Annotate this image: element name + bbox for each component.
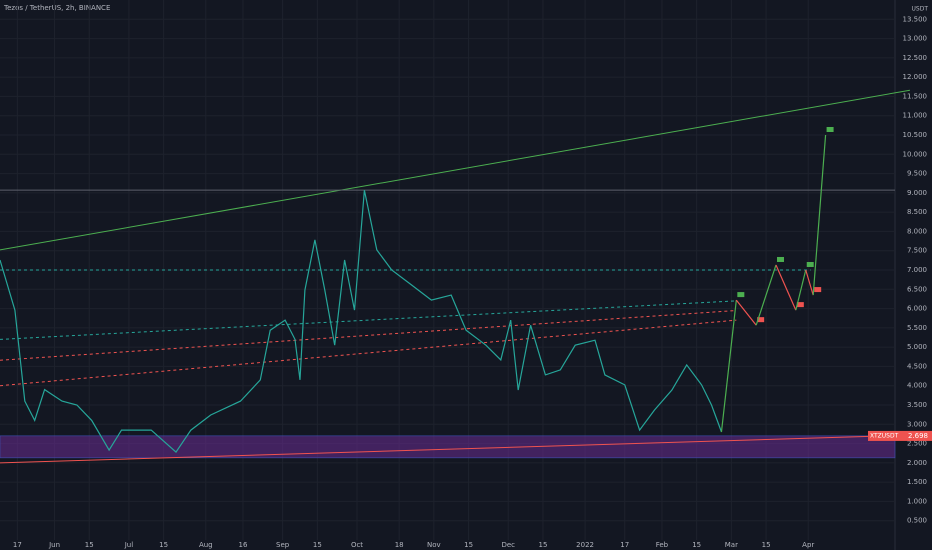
x-tick-label: Oct — [351, 541, 363, 549]
x-tick-label: 15 — [313, 541, 322, 549]
y-tick-label: 7.500 — [907, 247, 927, 255]
y-tick-label: 5.000 — [907, 343, 927, 351]
projection-segment — [805, 269, 814, 296]
x-tick-label: Mar — [725, 541, 738, 549]
x-tick-label: Feb — [656, 541, 669, 549]
y-tick-label: 8.000 — [907, 227, 927, 235]
x-tick-label: Dec — [501, 541, 515, 549]
y-tick-label: 6.000 — [907, 305, 927, 313]
x-tick-label: 15 — [464, 541, 473, 549]
projection-flag — [806, 262, 814, 267]
x-tick-label: 18 — [395, 541, 404, 549]
x-tick-label: Jun — [48, 541, 60, 549]
x-tick-label: 2022 — [576, 541, 594, 549]
y-tick-label: 2.500 — [907, 440, 927, 448]
y-tick-label: 11.500 — [903, 92, 928, 100]
zone — [0, 435, 896, 459]
projection-segment — [755, 264, 777, 326]
y-tick-label: 1.000 — [907, 497, 927, 505]
y-tick-label: 10.000 — [903, 150, 928, 158]
currency-label: USDT — [912, 6, 929, 13]
projection-flag — [826, 127, 834, 132]
last-price-tag — [868, 430, 932, 441]
y-tick-label: 5.500 — [907, 324, 927, 332]
y-tick-label: 0.500 — [907, 517, 927, 525]
y-tick-label: 13.000 — [903, 35, 928, 43]
y-tick-label: 11.000 — [903, 112, 928, 120]
projection-segment — [735, 299, 757, 326]
y-tick-label: 4.000 — [907, 382, 927, 390]
projection-segment — [795, 269, 807, 311]
y-tick-label: 12.000 — [903, 73, 928, 81]
y-tick-label: 8.500 — [907, 208, 927, 216]
projection-flag — [796, 302, 804, 308]
projection-flag — [737, 292, 745, 298]
y-tick-label: 9.000 — [907, 189, 927, 197]
x-tick-label: 15 — [538, 541, 547, 549]
y-tick-label: 3.500 — [907, 401, 927, 409]
y-tick-label: 7.000 — [907, 266, 927, 274]
trendline — [0, 434, 910, 464]
y-tick-label: 12.500 — [903, 54, 928, 62]
y-tick-label: 6.500 — [907, 285, 927, 293]
y-tick-label: 4.500 — [907, 362, 927, 370]
price-line — [0, 190, 723, 454]
y-tick-label: 2.000 — [907, 459, 927, 467]
x-tick-label: Aug — [199, 541, 213, 549]
x-tick-label: Apr — [802, 541, 814, 549]
x-tick-label: 15 — [159, 541, 168, 549]
x-tick-label: 15 — [762, 541, 771, 549]
x-tick-label: 15 — [692, 541, 701, 549]
projection-flag — [814, 287, 822, 293]
chart-title: Tezos / TetherUS, 2h, BINANCE — [3, 4, 110, 12]
symbol-label: XTZUSDT — [870, 432, 899, 439]
projection-segment — [720, 300, 737, 433]
x-tick-label: Nov — [427, 541, 441, 549]
y-tick-label: 9.500 — [907, 170, 927, 178]
x-tick-label: 15 — [85, 541, 94, 549]
x-tick-label: 17 — [620, 541, 629, 549]
last-price-label: 2.698 — [908, 432, 928, 440]
trendline — [0, 89, 910, 251]
x-tick-label: Sep — [276, 541, 290, 549]
x-tick-label: 17 — [13, 541, 22, 549]
projection-segment — [812, 134, 827, 296]
y-tick-label: 13.500 — [903, 15, 928, 23]
projection-flag — [757, 317, 765, 323]
y-tick-label: 1.500 — [907, 478, 927, 486]
y-tick-label: 10.500 — [903, 131, 928, 139]
projection-flag — [776, 256, 784, 262]
projection-segment — [775, 264, 797, 311]
y-tick-label: 3.000 — [907, 420, 927, 428]
trendline — [0, 300, 737, 340]
x-tick-label: 16 — [239, 541, 248, 549]
x-tick-label: Jul — [124, 541, 134, 549]
